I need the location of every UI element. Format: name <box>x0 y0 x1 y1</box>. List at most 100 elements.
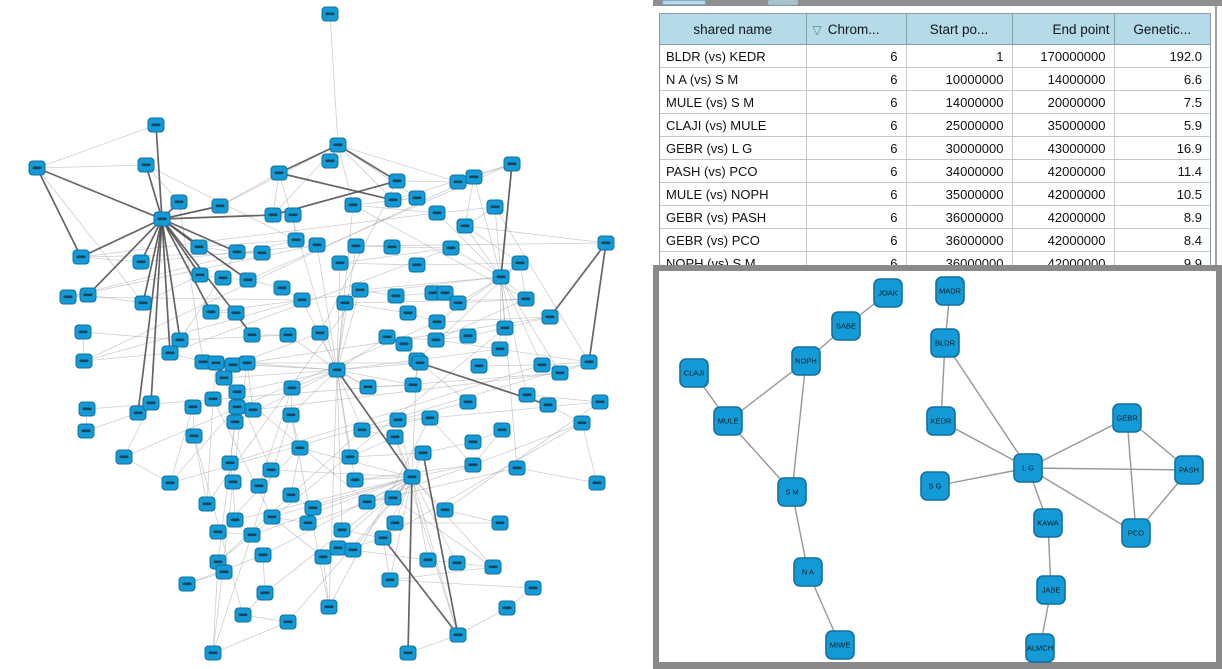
table-cell[interactable]: 25000000 <box>906 113 1013 137</box>
table-row[interactable]: MULE (vs) S M 6 14000000 20000000 7.5 <box>660 90 1210 114</box>
network-node[interactable] <box>226 512 244 528</box>
network-node[interactable] <box>551 365 569 381</box>
network-node[interactable] <box>209 524 227 540</box>
network-node[interactable] <box>358 494 376 510</box>
network-node-box[interactable] <box>930 328 960 358</box>
network-node[interactable] <box>395 336 413 352</box>
network-node[interactable] <box>308 237 326 253</box>
column-header-shared-name[interactable]: shared name <box>660 14 807 45</box>
network-node[interactable] <box>204 391 222 407</box>
network-node[interactable] <box>427 332 445 348</box>
network-node[interactable] <box>244 402 262 418</box>
network-node[interactable] <box>190 239 208 255</box>
table-cell[interactable]: 34000000 <box>906 159 1013 183</box>
network-node[interactable] <box>411 355 429 371</box>
table-cell[interactable]: MULE (vs) S M <box>660 90 807 114</box>
network-node[interactable] <box>428 205 446 221</box>
table-cell[interactable]: 14000000 <box>906 90 1013 114</box>
table-cell[interactable]: 10.5 <box>1114 182 1210 206</box>
table-cell[interactable]: 6 <box>806 113 907 137</box>
network-node[interactable] <box>329 137 347 153</box>
table-cell[interactable]: 36000000 <box>906 205 1013 229</box>
network-node[interactable] <box>449 174 467 190</box>
network-node[interactable] <box>378 329 396 345</box>
network-node[interactable] <box>386 515 404 531</box>
network-node[interactable] <box>161 345 179 361</box>
table-cell[interactable]: 42000000 <box>1012 182 1115 206</box>
network-node[interactable] <box>227 305 245 321</box>
table-row[interactable]: BLDR (vs) KEDR 6 1 170000000 192.0 <box>660 44 1210 68</box>
table-cell[interactable]: 192.0 <box>1114 44 1210 68</box>
network-node[interactable] <box>243 327 261 343</box>
table-cell[interactable]: 8.4 <box>1114 228 1210 252</box>
network-node-box[interactable] <box>831 311 861 341</box>
network-node-claji[interactable]: CLAJI <box>679 358 709 388</box>
network-node[interactable] <box>282 487 300 503</box>
table-cell[interactable]: 42000000 <box>1012 228 1115 252</box>
table-cell[interactable]: 42000000 <box>1012 159 1115 183</box>
network-node[interactable] <box>484 559 502 575</box>
network-node[interactable] <box>279 327 297 343</box>
network-node[interactable] <box>226 414 244 430</box>
network-node[interactable] <box>351 282 369 298</box>
network-node[interactable] <box>256 585 274 601</box>
network-node[interactable] <box>202 304 220 320</box>
network-node[interactable] <box>204 645 222 661</box>
table-cell[interactable]: 14000000 <box>1012 67 1115 91</box>
network-node-box[interactable] <box>1112 403 1142 433</box>
network-node-sabe[interactable]: SABE <box>831 311 861 341</box>
network-node[interactable] <box>403 469 421 485</box>
table-cell[interactable]: 30000000 <box>906 136 1013 160</box>
network-node[interactable] <box>228 384 246 400</box>
network-node[interactable] <box>496 320 514 336</box>
network-node[interactable] <box>178 576 196 592</box>
network-node[interactable] <box>465 169 483 185</box>
network-node[interactable] <box>459 328 477 344</box>
network-node[interactable] <box>115 449 133 465</box>
network-node[interactable] <box>129 405 147 421</box>
table-cell[interactable]: 6 <box>806 67 907 91</box>
network-node[interactable] <box>503 156 521 172</box>
network-node[interactable] <box>311 325 329 341</box>
network-node[interactable] <box>283 380 301 396</box>
network-node-kedr[interactable]: KEDR <box>926 406 956 436</box>
network-node-kawa[interactable]: KAWA <box>1033 508 1063 538</box>
network-node[interactable] <box>221 455 239 471</box>
table-row[interactable]: GEBR (vs) L G 6 30000000 43000000 16.9 <box>660 136 1210 160</box>
network-node[interactable] <box>428 314 446 330</box>
network-node[interactable] <box>381 572 399 588</box>
network-node[interactable] <box>464 457 482 473</box>
network-node[interactable] <box>518 387 536 403</box>
network-node[interactable] <box>336 295 354 311</box>
network-node[interactable] <box>449 627 467 643</box>
network-node[interactable] <box>184 399 202 415</box>
network-node[interactable] <box>185 428 203 444</box>
network-node[interactable] <box>153 211 171 227</box>
network-node[interactable] <box>597 235 615 251</box>
network-node[interactable] <box>517 291 535 307</box>
network-node-n-a[interactable]: N A <box>793 557 823 587</box>
table-cell[interactable]: 7.5 <box>1114 90 1210 114</box>
network-node[interactable] <box>239 272 257 288</box>
network-node-box[interactable] <box>1036 575 1066 605</box>
table-cell[interactable]: 35000000 <box>906 182 1013 206</box>
network-node[interactable] <box>314 549 332 565</box>
network-node[interactable] <box>374 530 392 546</box>
network-node[interactable] <box>79 287 97 303</box>
network-node-box[interactable] <box>920 471 950 501</box>
network-node-noph[interactable]: NOPH <box>791 346 821 376</box>
network-node[interactable] <box>459 394 477 410</box>
network-node[interactable] <box>273 280 291 296</box>
network-node-miwe[interactable]: MIWE <box>825 630 855 660</box>
network-node[interactable] <box>341 449 359 465</box>
network-node[interactable] <box>436 285 454 301</box>
network-node[interactable] <box>263 509 281 525</box>
network-node-pco[interactable]: PCO <box>1121 518 1151 548</box>
table-cell[interactable]: 42000000 <box>1012 205 1115 229</box>
network-node[interactable] <box>449 295 467 311</box>
table-cell[interactable]: 6 <box>806 90 907 114</box>
network-node-jabe[interactable]: JABE <box>1036 575 1066 605</box>
network-node[interactable] <box>491 341 509 357</box>
network-node[interactable] <box>541 309 559 325</box>
table-row[interactable]: MULE (vs) NOPH 6 35000000 42000000 10.5 <box>660 182 1210 206</box>
